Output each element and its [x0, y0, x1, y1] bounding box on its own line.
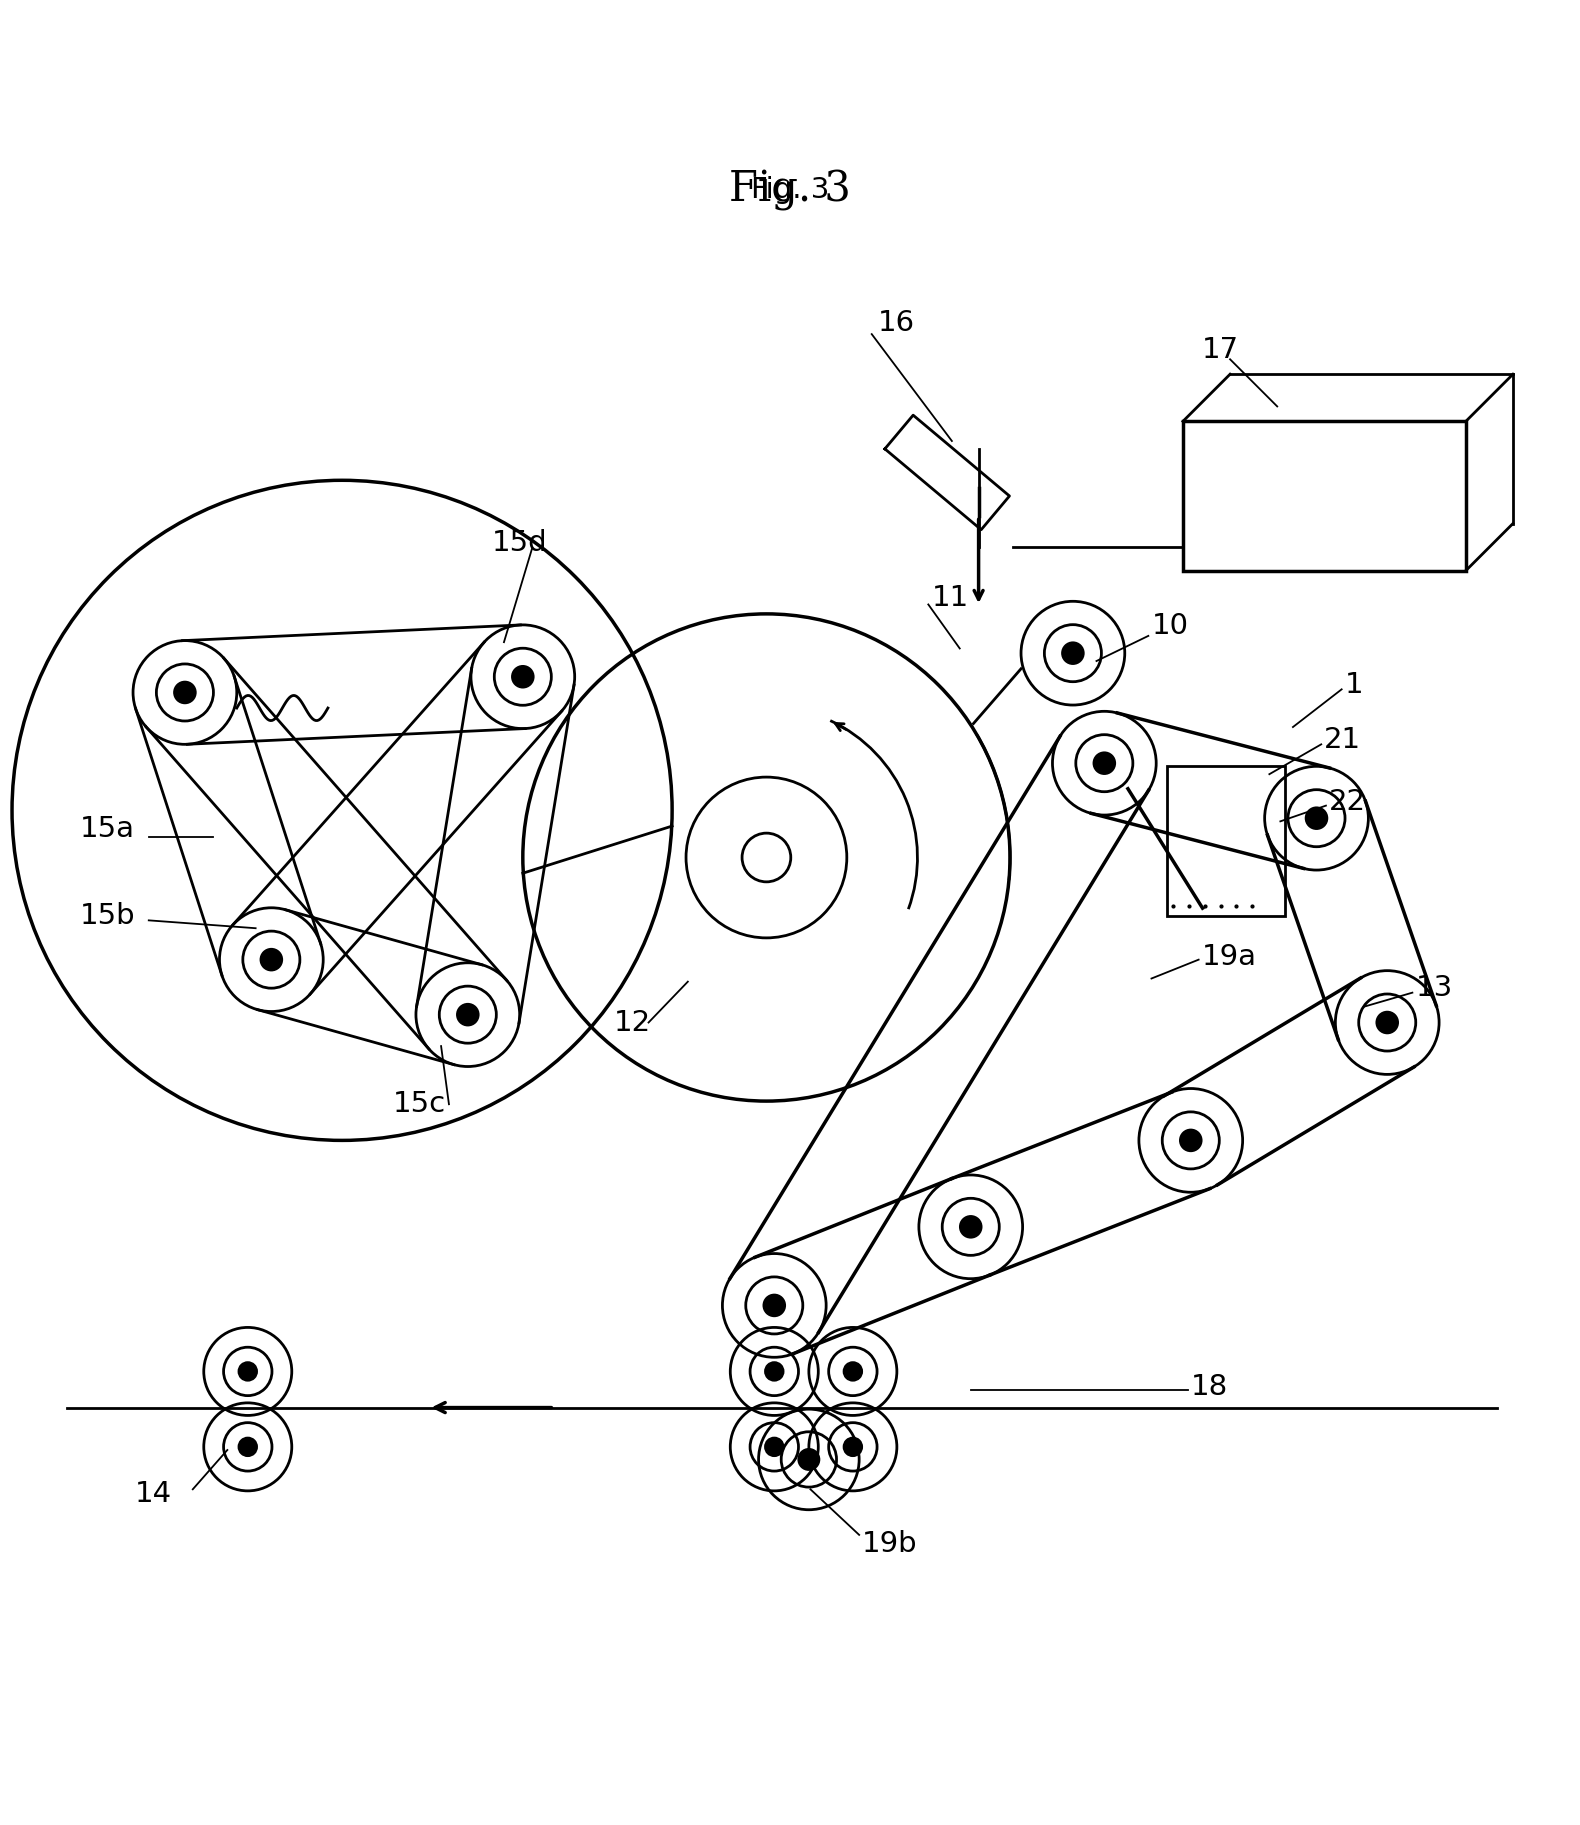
Circle shape	[174, 683, 196, 703]
Text: 15d: 15d	[491, 529, 547, 557]
Circle shape	[763, 1296, 785, 1316]
Text: 11: 11	[932, 584, 969, 611]
Text: 21: 21	[1324, 726, 1362, 754]
Text: 14: 14	[134, 1480, 172, 1507]
Circle shape	[239, 1363, 256, 1380]
Bar	[1168, 766, 1285, 916]
Text: 15a: 15a	[79, 816, 134, 843]
Circle shape	[512, 666, 532, 688]
Circle shape	[844, 1438, 861, 1456]
Text: 10: 10	[1152, 613, 1188, 641]
Text: 15c: 15c	[392, 1090, 446, 1119]
Circle shape	[1062, 642, 1084, 664]
Text: 16: 16	[878, 308, 915, 338]
Text: 12: 12	[615, 1009, 651, 1037]
Circle shape	[1376, 1013, 1398, 1033]
Circle shape	[239, 1438, 256, 1456]
Text: 17: 17	[1202, 336, 1239, 363]
Text: 19b: 19b	[863, 1531, 918, 1559]
Circle shape	[799, 1449, 818, 1469]
Circle shape	[1093, 754, 1115, 774]
Circle shape	[261, 949, 281, 971]
Circle shape	[1180, 1130, 1201, 1152]
Circle shape	[458, 1004, 479, 1026]
Text: 15b: 15b	[79, 902, 136, 929]
Bar	[1183, 422, 1466, 571]
Text: 19a: 19a	[1202, 942, 1256, 971]
Text: 1: 1	[1345, 670, 1364, 699]
Text: Fig. 3: Fig. 3	[750, 175, 830, 204]
Circle shape	[1307, 808, 1327, 829]
Circle shape	[765, 1363, 784, 1380]
Circle shape	[961, 1217, 981, 1237]
Circle shape	[765, 1438, 784, 1456]
Text: 22: 22	[1329, 788, 1367, 816]
Circle shape	[844, 1363, 861, 1380]
Text: 13: 13	[1416, 975, 1452, 1002]
Text: 18: 18	[1191, 1372, 1228, 1402]
Text: Fig. 3: Fig. 3	[728, 168, 852, 210]
